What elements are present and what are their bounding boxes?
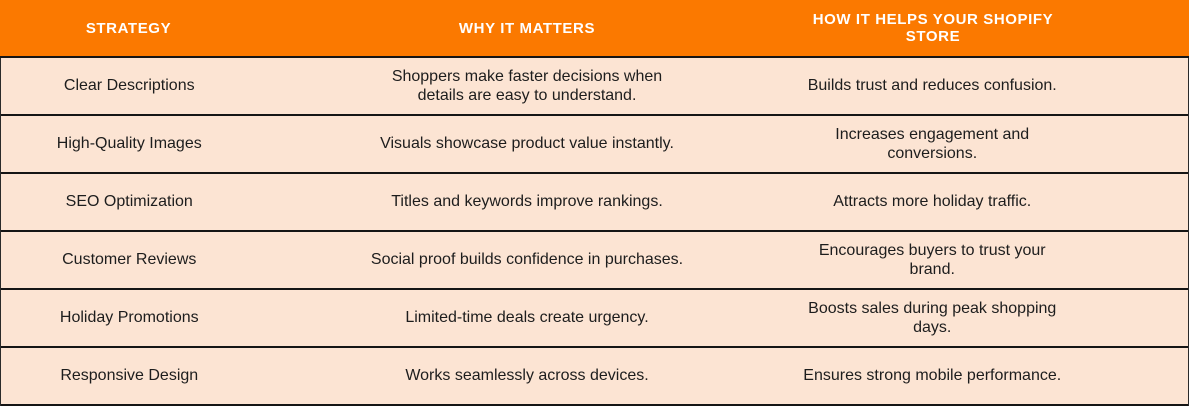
how-cell: Ensures strong mobile performance.	[803, 367, 1062, 385]
strategy-cell: Clear Descriptions	[63, 77, 195, 95]
why-cell: Works seamlessly across devices.	[405, 367, 649, 385]
table-row: Holiday Promotions Limited-time deals cr…	[1, 290, 1188, 348]
how-cell: Boosts sales during peak shopping days.	[808, 299, 1057, 336]
table-row: Customer Reviews Social proof builds con…	[1, 232, 1188, 290]
why-cell: Shoppers make faster decisions when deta…	[391, 67, 663, 104]
how-cell: Increases engagement and conversions.	[835, 125, 1030, 162]
strategy-cell: Holiday Promotions	[59, 309, 199, 327]
column-header-strategy: STRATEGY	[85, 19, 172, 37]
table-row: High-Quality Images Visuals showcase pro…	[1, 116, 1188, 174]
why-cell: Limited-time deals create urgency.	[405, 309, 649, 327]
why-cell: Visuals showcase product value instantly…	[380, 135, 674, 153]
table-body: Clear Descriptions Shoppers make faster …	[0, 58, 1189, 406]
how-cell: Attracts more holiday traffic.	[833, 193, 1032, 211]
strategy-cell: Responsive Design	[60, 367, 199, 385]
how-cell: Encourages buyers to trust your brand.	[818, 241, 1046, 278]
how-cell: Builds trust and reduces confusion.	[807, 77, 1057, 95]
table-row: SEO Optimization Titles and keywords imp…	[1, 174, 1188, 232]
column-header-how-it-helps: HOW IT HELPS YOUR SHOPIFY STORE	[812, 11, 1054, 45]
column-header-why-it-matters: WHY IT MATTERS	[458, 19, 596, 37]
table-header-row: STRATEGY WHY IT MATTERS HOW IT HELPS YOU…	[0, 0, 1189, 58]
strategy-cell: SEO Optimization	[65, 193, 193, 211]
strategy-cell: High-Quality Images	[56, 135, 202, 153]
table-row: Clear Descriptions Shoppers make faster …	[1, 58, 1188, 116]
table-row: Responsive Design Works seamlessly acros…	[1, 348, 1188, 406]
why-cell: Titles and keywords improve rankings.	[391, 193, 663, 211]
strategy-cell: Customer Reviews	[62, 251, 197, 269]
why-cell: Social proof builds confidence in purcha…	[370, 251, 684, 269]
